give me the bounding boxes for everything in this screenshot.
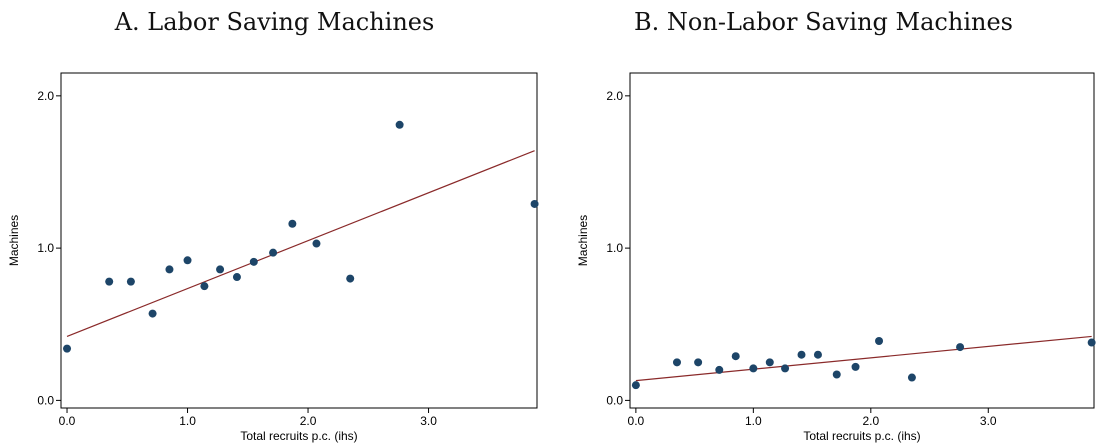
scatter-point	[105, 277, 114, 286]
scatter-point	[346, 274, 355, 283]
scatter-point	[249, 257, 258, 266]
y-tick-label: 0.0	[37, 393, 54, 407]
x-axis-label: Total recruits p.c. (ihs)	[240, 429, 357, 443]
x-tick-label: 3.0	[420, 414, 437, 428]
scatter-point	[715, 365, 724, 374]
scatter-point	[749, 364, 758, 373]
x-tick-label: 0.0	[59, 414, 76, 428]
scatter-point	[797, 350, 806, 359]
scatter-point	[672, 358, 681, 367]
fit-line	[66, 150, 535, 337]
x-tick-label: 2.0	[862, 414, 879, 428]
scatter-point	[851, 362, 860, 371]
scatter-point	[312, 239, 321, 248]
y-tick-label: 1.0	[606, 241, 623, 255]
scatter-point	[530, 199, 539, 208]
x-tick-label: 1.0	[745, 414, 762, 428]
x-axis-label: Total recruits p.c. (ihs)	[803, 429, 920, 443]
scatter-point	[694, 358, 703, 367]
plot-frame	[60, 72, 538, 409]
scatter-point	[731, 352, 740, 361]
scatter-point	[395, 120, 404, 129]
scatter-point	[1087, 338, 1096, 347]
chart-title: A. Labor Saving Machines	[114, 8, 435, 36]
scatter-point	[63, 344, 72, 353]
scatter-point	[813, 350, 822, 359]
fit-line	[635, 335, 1092, 382]
scatter-point	[183, 256, 192, 265]
scatter-point	[631, 381, 640, 390]
scatter-point	[832, 370, 841, 379]
x-tick-label: 1.0	[179, 414, 196, 428]
y-tick-label: 2.0	[606, 89, 623, 103]
scatter-point	[781, 364, 790, 373]
scatter-point	[200, 282, 209, 291]
chart-title: B. Non-Labor Saving Machines	[634, 8, 1013, 36]
y-tick-label: 1.0	[37, 241, 54, 255]
scatter-point	[216, 265, 225, 274]
scatter-chart-non-labor-saving: 0.0 1.0 2.0 0.0 1.0 2.0 3.0 Total recruits p.c.…	[576, 72, 1096, 443]
scatter-point	[126, 277, 135, 286]
scatter-chart-labor-saving: 0.0 1.0 2.0 0.0 1.0 2.0 3.0 Total recruits p.c.…	[7, 72, 539, 443]
plot-frame	[629, 72, 1095, 409]
panel-non-labor-saving: B. Non-Labor Saving Machines 0.0 1.0 2.0 0.…	[549, 0, 1098, 445]
scatter-point	[907, 373, 916, 382]
y-tick-label: 2.0	[37, 89, 54, 103]
scatter-point	[875, 337, 884, 345]
x-tick-label: 0.0	[628, 414, 645, 428]
panel-labor-saving: A. Labor Saving Machines 0.0 1.0 2.0 0.0 1.0…	[7, 8, 539, 443]
scatter-point	[148, 309, 157, 318]
x-tick-label: 2.0	[300, 414, 317, 428]
scatter-point	[288, 219, 297, 228]
scatter-point	[232, 273, 241, 282]
scatter-point	[765, 358, 774, 367]
scatter-point	[165, 265, 174, 274]
y-axis-label: Machines	[7, 215, 21, 266]
y-axis-label: Machines	[576, 215, 590, 266]
scatter-point	[269, 248, 278, 257]
x-tick-label: 3.0	[980, 414, 997, 428]
scatter-point	[956, 343, 965, 352]
y-tick-label: 0.0	[606, 393, 623, 407]
